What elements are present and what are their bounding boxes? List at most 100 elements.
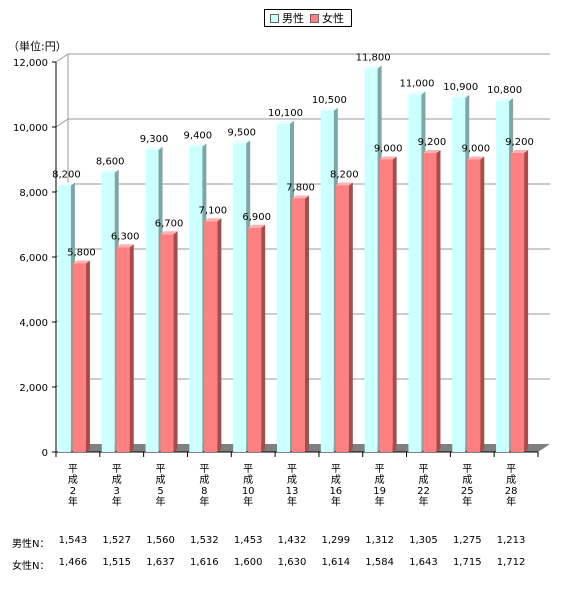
x-tick-label-glyph-8: 成 [418,474,428,486]
x-tick-label-glyph-1: 3 [114,486,120,497]
x-tick-label-glyph-7: 平 [375,464,385,475]
data-label-male-9: 10,900 [443,82,478,93]
data-label-male-3: 9,400 [184,131,213,142]
sample-size-male-value: 1,560 [146,535,175,546]
data-label-female-1: 6,300 [111,231,140,242]
data-label-male-10: 10,800 [487,85,522,96]
bar-side-female-1 [129,244,134,452]
bar-male-3 [189,146,203,452]
x-tick-label-glyph-4: 成 [243,474,253,486]
y-tick-label: 6,000 [19,253,48,264]
bar-male-8 [408,94,422,452]
x-tick-label-glyph-6: 成 [331,474,341,486]
gridline-diagonal [55,118,69,128]
bar-top-male-5 [277,120,294,124]
data-label-male-2: 9,300 [140,134,169,145]
sample-size-male-value: 1,453 [233,535,263,546]
legend-swatch-male [270,13,279,23]
y-tick-label: 8,000 [19,188,48,199]
bar-male-6 [320,110,334,452]
x-tick-label-glyph-0: 平 [68,464,78,475]
y-tick-label: 0 [42,448,48,459]
sample-size-row-male: 男性N： 1,543 1,527 1,560 1,532 1,453 1,432 1,299… [0,535,575,550]
x-tick-label-glyph-5: 年 [287,495,297,508]
y-tick-label: 12,000 [13,58,48,69]
legend-swatch-female [310,13,319,23]
bar-top-male-9 [452,94,470,98]
sample-size-female-value: 1,600 [233,557,263,568]
x-tick-label-glyph-9: 年 [462,495,472,508]
x-tick-label-glyph-2: 平 [156,464,166,475]
bar-female-9 [467,159,481,452]
legend-label-male: 男性 [282,12,304,25]
bar-female-7 [379,159,393,452]
x-tick-label-glyph-0: 成 [68,474,78,486]
data-label-female-0: 5,800 [67,248,96,259]
bar-male-5 [277,123,290,452]
chart-legend: 男性 女性 [264,9,352,27]
sample-size-male-value: 1,543 [58,535,88,546]
bar-top-male-8 [408,91,426,95]
x-tick-label-glyph-4: 年 [243,495,253,508]
sample-size-male-value: 1,312 [365,535,394,546]
bar-top-female-3 [204,218,222,222]
bar-male-10 [496,101,510,452]
bar-top-female-2 [160,231,178,235]
y-tick-label: 2,000 [19,383,48,394]
x-tick-label-glyph-1: 平 [112,464,122,475]
x-tick-label-glyph-10: 28 [505,486,518,497]
x-tick-label-glyph-6: 平 [331,464,341,475]
bar-female-5 [292,198,305,452]
bar-top-male-1 [101,169,119,173]
data-label-male-6: 10,500 [312,95,347,106]
x-tick-label-glyph-7: 成 [375,474,385,486]
bar-side-female-8 [436,150,441,452]
x-tick-label-glyph-0: 2 [70,486,76,497]
sample-size-female-value: 1,466 [58,557,88,568]
bar-female-3 [204,221,218,452]
x-tick-label-glyph-4: 平 [243,464,253,475]
sample-size-male-value: 1,213 [496,535,526,546]
x-tick-label-glyph-0: 年 [68,495,78,508]
data-label-female-4: 6,900 [242,212,271,223]
sample-size-male-value: 1,275 [452,535,482,546]
x-tick-label-glyph-9: 25 [461,486,474,497]
sample-size-female-value: 1,637 [146,557,175,568]
bar-top-male-10 [496,98,514,101]
bar-side-female-2 [173,231,178,452]
x-tick-label-glyph-3: 成 [199,474,209,486]
x-tick-label-glyph-4: 10 [242,486,255,497]
bar-male-4 [233,143,247,452]
bar-female-2 [160,234,174,452]
bar-side-female-3 [217,218,222,452]
sample-size-label-female: 女性N： [12,561,50,572]
bar-female-6 [335,185,349,452]
x-tick-label-glyph-10: 成 [506,474,516,486]
x-tick-label-glyph-7: 年 [375,495,385,508]
legend-item-male: 男性 [270,10,304,26]
legend-label-female: 女性 [322,12,344,25]
x-tick-label-glyph-8: 平 [418,464,428,475]
bar-top-male-4 [233,140,251,144]
bar-top-female-4 [248,224,266,228]
bar-female-10 [511,153,525,452]
bar-side-female-7 [392,156,397,452]
sample-size-female-value: 1,643 [409,557,438,568]
x-tick-label-glyph-10: 年 [506,495,516,508]
bar-female-1 [116,247,130,452]
bar-top-female-5 [292,195,309,199]
bar-male-2 [145,149,159,452]
sample-size-label-male: 男性N： [12,539,50,550]
x-tick-label-glyph-3: 8 [201,486,207,497]
x-tick-label-glyph-5: 平 [287,464,297,475]
x-tick-label-glyph-2: 5 [157,486,163,497]
bar-top-female-10 [511,150,529,153]
sample-size-female-value: 1,515 [102,557,132,568]
bar-top-male-6 [320,107,338,111]
bar-top-male-7 [364,65,382,69]
bar-top-male-2 [145,146,163,150]
bar-male-7 [364,68,378,452]
data-label-male-8: 11,000 [399,79,434,90]
sample-size-male-value: 1,305 [409,535,438,546]
data-label-female-5: 7,800 [286,183,315,194]
